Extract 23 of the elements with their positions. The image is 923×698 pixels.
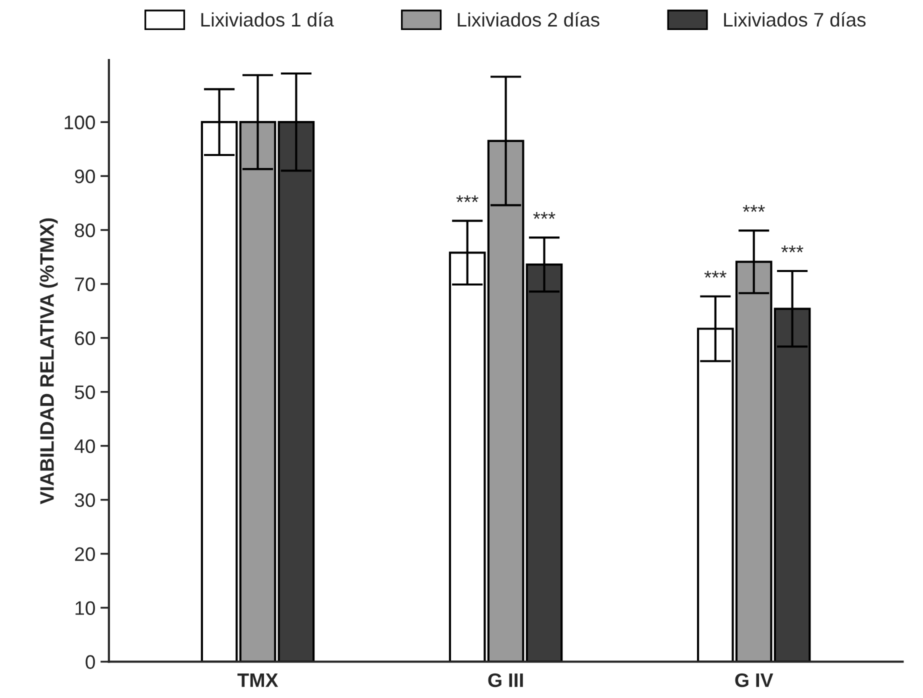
x-tick-label: TMX	[237, 674, 278, 687]
y-tick-label: 0	[86, 655, 95, 669]
legend-label: Lixiviados 2 días	[458, 12, 600, 27]
y-tick-label: 90	[75, 170, 95, 184]
data-label: ***	[456, 195, 478, 202]
y-tick-label: 30	[74, 493, 95, 508]
y-tick-label: 100	[64, 116, 95, 130]
data-label: ***	[704, 270, 726, 278]
y-tick-label: 80	[74, 223, 95, 238]
data-label: ***	[533, 212, 556, 219]
y-tick-label: 50	[74, 385, 95, 400]
y-tick-label: 70	[75, 277, 95, 292]
data-label: ***	[781, 246, 804, 252]
y-tick-label: 60	[75, 331, 95, 346]
y-tick-label: 20	[75, 547, 95, 562]
y-axis-title: VIABILIDAD RELATIVA (%TMX)	[40, 218, 58, 504]
x-tick-label: G IV	[735, 673, 774, 688]
legend-label: Lixiviados 1 día	[201, 12, 334, 27]
y-tick-label: 10	[76, 601, 95, 615]
y-tick-label: 40	[74, 439, 95, 454]
data-label: ***	[742, 205, 765, 212]
legend-label: Lixiviados 7 días	[724, 12, 866, 27]
x-tick-label: G III	[488, 673, 523, 688]
